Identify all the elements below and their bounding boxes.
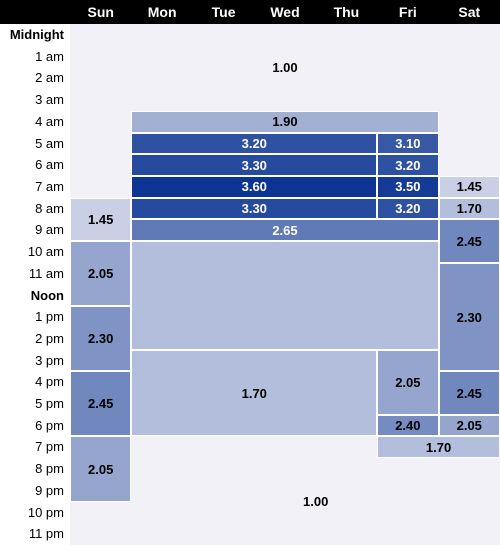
hour-label-7-am: 7 am [35,178,64,194]
heatmap-cell: 2.45 [438,219,500,263]
day-label-fri: Fri [398,4,417,20]
heatmap-cell: 3.20 [377,154,439,176]
hour-label-midnight: Midnight [9,27,64,42]
cell-value-label: 3.60 [241,179,267,195]
hour-label-3-am: 3 am [35,92,64,108]
hour-label-noon: Noon [30,287,64,303]
cell-value-label: 1.00 [272,59,298,75]
hour-label-7-pm: 7 pm [35,439,64,455]
hour-label-11-am: 11 am [28,265,64,281]
day-label-sat: Sat [458,4,481,20]
cell-value-label: 2.05 [88,266,114,282]
heatmap-cell [131,436,378,459]
heatmap-cell: 3.50 [377,175,439,198]
hour-label-column: Midnight 1 am 2 am 3 am 4 am 5 am 6 am 7 am 8 am… [0,24,70,545]
heatmap-cell: 2.65 [131,219,439,242]
hour-label-8-am: 8 am [35,200,64,216]
cell-value-label: 3.20 [395,157,421,173]
heatmap-cell: 2.30 [70,306,132,372]
day-label-wed: Wed [270,4,300,20]
heatmap-cell: 2.05 [70,241,132,307]
cell-value-label: 1.45 [456,179,482,195]
cell-value-label: 3.30 [241,201,267,216]
hour-label-1-am: 1 am [35,48,64,64]
hour-label-10-am: 10 am [27,244,64,260]
hour-label-4-pm: 4 pm [35,374,64,390]
heatmap-cell: 2.45 [70,371,132,437]
heatmap-cell: 3.30 [131,197,378,220]
heatmap-cell: 3.60 [131,175,378,198]
cell-value-label: 2.45 [456,233,482,249]
heatmap-cell: 2.05 [438,414,500,437]
cell-value-label: 3.20 [395,201,421,216]
heatmap-cell: 3.10 [377,132,439,155]
hour-label-6-pm: 6 pm [35,417,64,433]
hour-label-5-am: 5 am [35,135,64,151]
hour-label-6-am: 6 am [35,157,64,173]
hour-label-4-am: 4 am [35,113,64,129]
heatmap-cell [131,241,439,350]
day-label-sun: Sun [87,4,114,20]
heatmap-cell [70,110,132,198]
heatmap-cell [438,110,500,176]
heatmap-cell: 3.20 [131,132,378,155]
cell-value-label: 3.30 [241,157,267,173]
heatmap-cell: 2.45 [438,371,500,415]
hour-label-2-pm: 2 pm [35,330,64,346]
cell-value-label: 3.50 [395,179,421,195]
cell-value-label: 2.45 [456,385,482,401]
hour-label-9-pm: 9 pm [35,482,64,498]
day-label-tue: Tue [211,4,236,20]
day-label-mon: Mon [147,4,177,20]
hour-label-8-pm: 8 pm [35,461,64,477]
heatmap-cell: 1.45 [70,197,132,242]
hour-label-2-am: 2 am [35,70,64,86]
hour-label-9-am: 9 am [35,222,64,238]
heatmap-cell: 2.05 [70,436,132,502]
heatmap-cell: 1.70 [377,436,500,459]
cell-value-label: 2.05 [456,418,482,434]
cell-value-label: 2.45 [88,396,114,412]
heatmap-cell: 1.00 [70,24,500,111]
heatmap-cell: 2.30 [438,262,500,372]
cell-value-label: 2.05 [88,461,114,477]
heatmap-cell: 2.05 [377,349,439,415]
heatmap-grid: 1.00 1.90 3.20 3.10 3.30 3.20 3.60 3.50 1.45 1.45… [70,24,500,545]
hour-label-11-pm: 11 pm [28,526,64,542]
cell-value-label: 2.65 [272,222,298,238]
hour-label-1-pm: 1 pm [35,309,64,325]
cell-value-label: 1.70 [456,201,482,216]
cell-value-label: 1.70 [425,439,452,455]
day-header-row: Sun Mon Tue Wed Thu Fri Sat [0,0,500,24]
heatmap-cell: 1.70 [438,197,500,220]
hour-label-3-pm: 3 pm [35,352,64,368]
cell-value-label: 2.40 [395,418,421,434]
heatmap-cell: 3.30 [131,154,378,176]
heatmap-cell: 1.90 [131,110,439,133]
cell-value-label: 2.05 [395,374,421,390]
cell-value-label: 3.10 [395,135,421,151]
hour-label-10-pm: 10 pm [27,504,64,520]
heatmap-cell: 2.40 [377,414,439,437]
cell-value-label: 3.20 [241,135,267,151]
heatmap-cell: 1.00 [131,458,500,545]
cell-value-label: 2.30 [88,331,114,347]
cell-value-label: 2.30 [456,309,482,325]
cell-value-label: 1.90 [272,114,298,130]
hour-label-5-pm: 5 pm [35,396,64,412]
cell-value-label: 1.00 [303,494,329,510]
cell-value-label: 1.45 [88,211,114,227]
day-label-thu: Thu [333,4,360,20]
heatmap-cell: 1.45 [438,175,500,198]
heatmap-cell: 1.70 [131,349,378,437]
heatmap-cell: 3.20 [377,197,439,220]
cell-value-label: 1.70 [241,385,267,401]
heatmap-cell [70,501,132,545]
